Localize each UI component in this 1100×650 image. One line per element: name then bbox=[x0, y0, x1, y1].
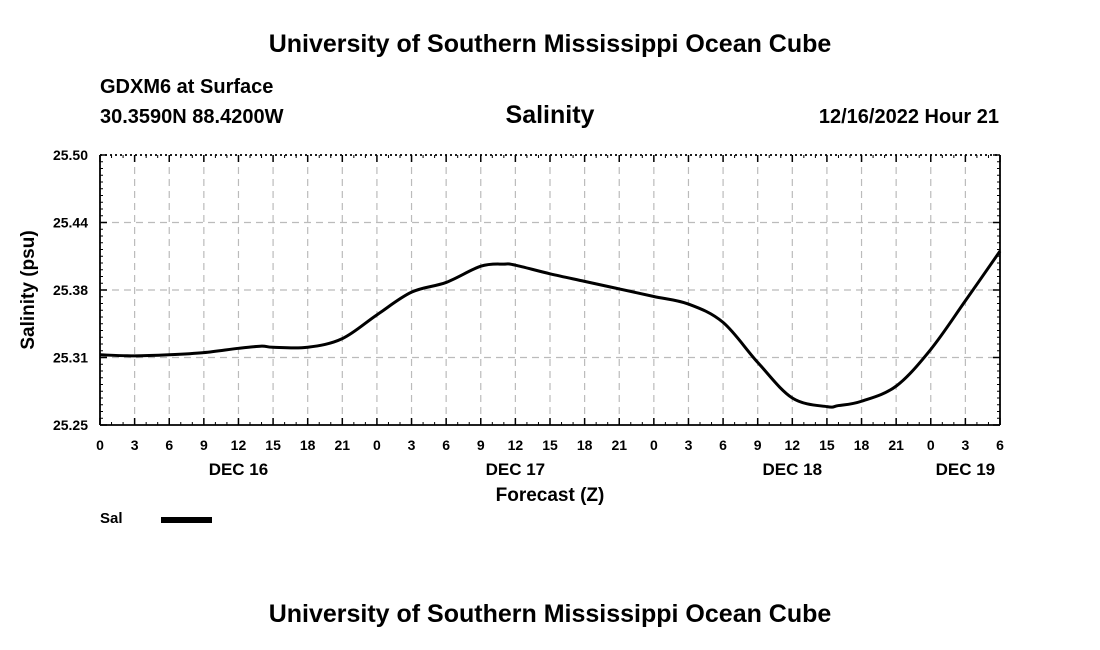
chart-title: Salinity bbox=[505, 101, 595, 129]
axes bbox=[99, 154, 1001, 426]
x-tick-label: 0 bbox=[96, 437, 104, 453]
y-axis-title: Salinity (psu) bbox=[18, 230, 39, 349]
date-label: DEC 19 bbox=[936, 460, 996, 479]
x-tick-label: 18 bbox=[300, 437, 316, 453]
x-tick-label: 9 bbox=[477, 437, 485, 453]
x-tick-label: 6 bbox=[165, 437, 173, 453]
x-tick-label: 3 bbox=[408, 437, 416, 453]
x-tick-label: 15 bbox=[819, 437, 835, 453]
legend-label: Sal bbox=[100, 510, 123, 527]
x-tick-label: 15 bbox=[265, 437, 281, 453]
x-tick-label: 21 bbox=[611, 437, 627, 453]
y-tick-label: 25.38 bbox=[53, 282, 88, 298]
y-tick-label: 25.50 bbox=[53, 147, 88, 163]
x-tick-label: 12 bbox=[785, 437, 801, 453]
series bbox=[99, 250, 1002, 409]
x-tick-label: 3 bbox=[685, 437, 693, 453]
x-tick-label: 6 bbox=[442, 437, 450, 453]
x-tick-label: 9 bbox=[200, 437, 208, 453]
forecast-datetime: 12/16/2022 Hour 21 bbox=[818, 106, 999, 128]
footer-title: University of Southern Mississippi Ocean… bbox=[268, 600, 832, 628]
x-tick-label: 12 bbox=[231, 437, 247, 453]
date-label: DEC 16 bbox=[209, 460, 269, 479]
x-tick-label: 18 bbox=[577, 437, 593, 453]
x-tick-label: 3 bbox=[131, 437, 139, 453]
x-tick-label: 12 bbox=[508, 437, 524, 453]
main-title: University of Southern Mississippi Ocean… bbox=[268, 30, 832, 58]
date-label: DEC 17 bbox=[486, 460, 546, 479]
x-tick-label: 21 bbox=[888, 437, 904, 453]
x-tick-label: 0 bbox=[650, 437, 658, 453]
axis-labels: 0 3 6 9 12 15 18 21 0 3 6 9 12 15 18 21 0 3 6 9 12 15 18 21 0 3 6 2… bbox=[18, 147, 1004, 506]
date-label: DEC 18 bbox=[763, 460, 823, 479]
coordinates-label: 30.3590N 88.4200W bbox=[100, 106, 284, 128]
x-tick-label: 0 bbox=[373, 437, 381, 453]
series-line-sal bbox=[99, 250, 1002, 409]
x-tick-label: 6 bbox=[996, 437, 1004, 453]
x-tick-label: 21 bbox=[335, 437, 351, 453]
station-label: GDXM6 at Surface bbox=[100, 76, 274, 98]
x-tick-label: 18 bbox=[854, 437, 870, 453]
legend-swatch bbox=[161, 517, 212, 523]
x-tick-label: 0 bbox=[927, 437, 935, 453]
x-tick-label: 3 bbox=[961, 437, 969, 453]
grid bbox=[100, 155, 1000, 425]
y-tick-label: 25.44 bbox=[53, 215, 88, 231]
x-tick-label: 6 bbox=[719, 437, 727, 453]
y-tick-label: 25.25 bbox=[53, 417, 88, 433]
y-tick-label: 25.31 bbox=[53, 350, 88, 366]
x-axis-title: Forecast (Z) bbox=[496, 485, 605, 506]
x-tick-label: 15 bbox=[542, 437, 558, 453]
x-tick-label: 9 bbox=[754, 437, 762, 453]
